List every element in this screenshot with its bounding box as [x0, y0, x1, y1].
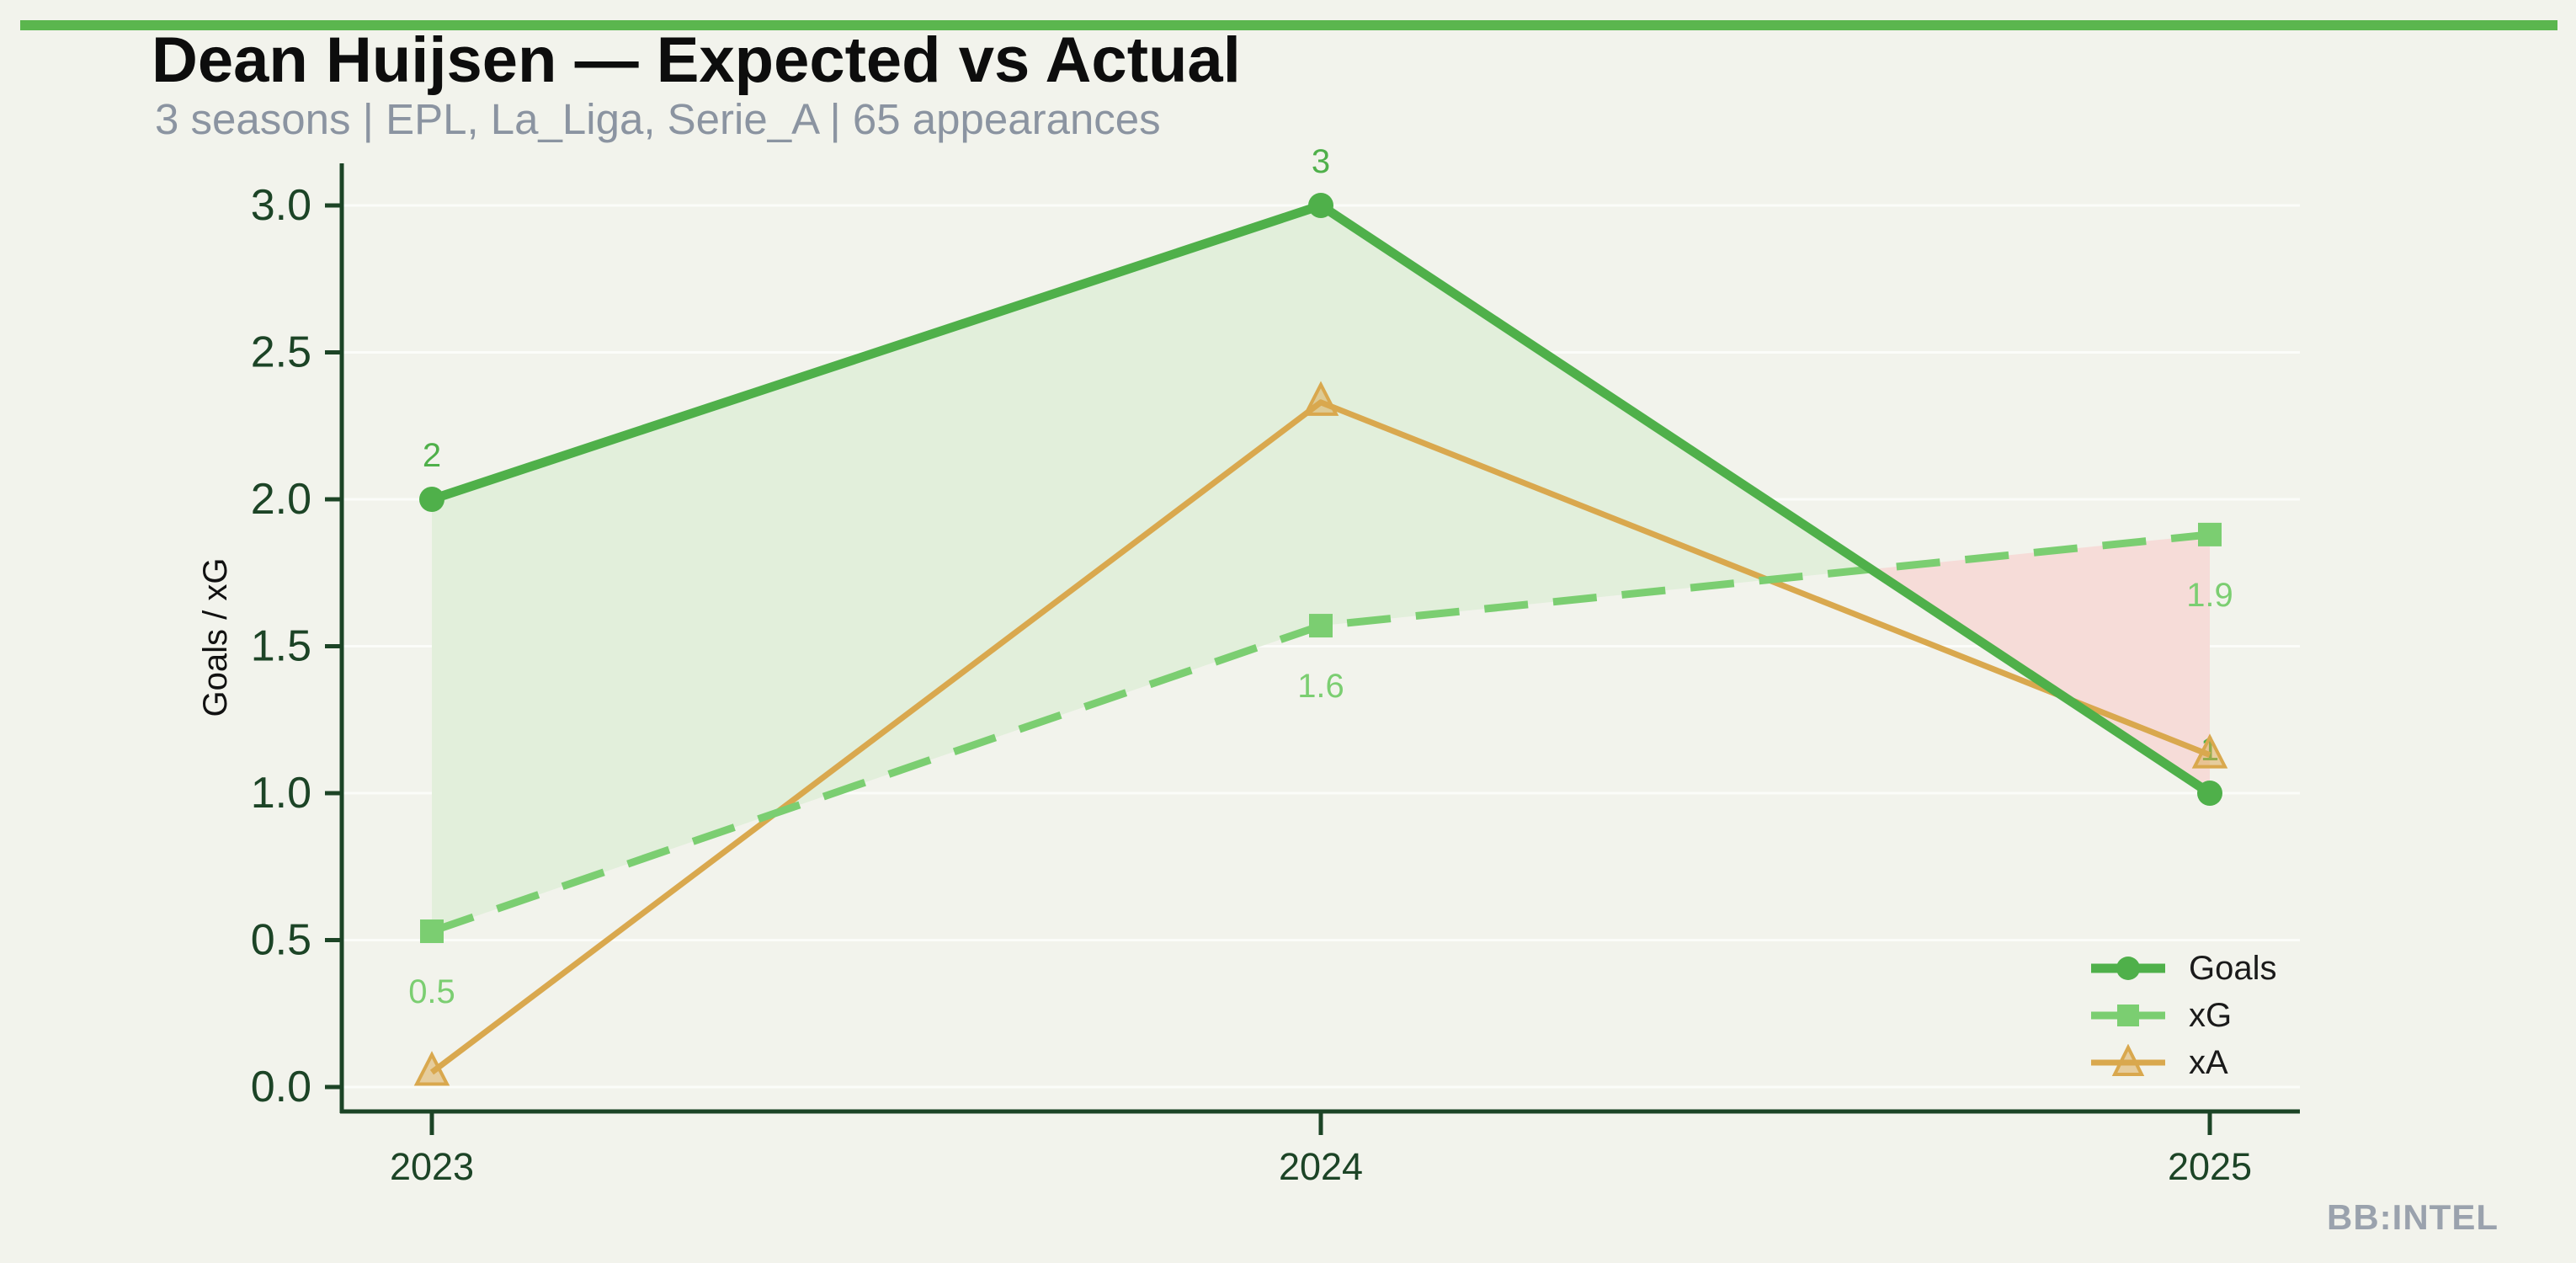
legend: Goals xG xA — [2089, 945, 2277, 1086]
x-tick-label: 2024 — [1279, 1145, 1363, 1188]
y-tick-label: 3.0 — [251, 181, 311, 230]
goals-line-circle-swatch-icon — [2091, 957, 2165, 980]
legend-label-goals: Goals — [2189, 949, 2277, 987]
fill-region — [1321, 205, 1871, 626]
point-label: 2 — [423, 437, 441, 474]
xg-line-square-swatch-icon — [2091, 1005, 2165, 1026]
fill-region — [432, 205, 1321, 932]
triangle-marker — [1302, 381, 1339, 416]
y-tick-label: 0.5 — [251, 916, 311, 965]
y-tick-label: 2.0 — [251, 475, 311, 524]
legend-label-xa: xA — [2189, 1043, 2228, 1081]
watermark: BB:INTEL — [2327, 1197, 2499, 1237]
xa-line-triangle-swatch-icon — [2091, 1044, 2165, 1076]
point-label: 1.9 — [2186, 577, 2233, 614]
page-subtitle: 3 seasons | EPL, La_Liga, Serie_A | 65 a… — [155, 95, 1161, 143]
y-tick-label: 2.5 — [251, 328, 311, 377]
legend-item-xg: xG — [2089, 992, 2277, 1039]
y-tick-label: 1.5 — [251, 622, 311, 671]
point-label: 1.6 — [1297, 668, 1344, 705]
legend-swatch-part — [2117, 1005, 2139, 1026]
x-tick-label: 2023 — [390, 1145, 474, 1188]
circle-marker — [419, 487, 444, 512]
y-tick-label: 1.0 — [251, 769, 311, 818]
legend-item-goals: Goals — [2089, 945, 2277, 992]
square-marker — [2198, 522, 2222, 546]
page-title: Dean Huijsen — Expected vs Actual — [152, 24, 1241, 96]
circle-marker — [1308, 193, 1333, 218]
triangle-marker — [2191, 733, 2228, 769]
square-marker — [420, 919, 444, 944]
legend-swatch-part — [2111, 1044, 2145, 1076]
triangle-marker — [413, 1051, 450, 1086]
point-label: 0.5 — [408, 973, 455, 1010]
fill-region — [1871, 534, 2210, 793]
y-axis-title: Goals / xG — [197, 558, 234, 717]
legend-swatch-part — [2116, 957, 2140, 980]
accent-bar — [20, 20, 2557, 30]
legend-item-xa: xA — [2089, 1039, 2277, 1086]
x-tick-label: 2025 — [2168, 1145, 2252, 1188]
square-marker — [1309, 614, 1333, 638]
legend-label-xg: xG — [2189, 996, 2233, 1034]
circle-marker — [2197, 781, 2222, 806]
point-label: 3 — [1312, 143, 1330, 180]
y-tick-label: 0.0 — [251, 1063, 311, 1111]
